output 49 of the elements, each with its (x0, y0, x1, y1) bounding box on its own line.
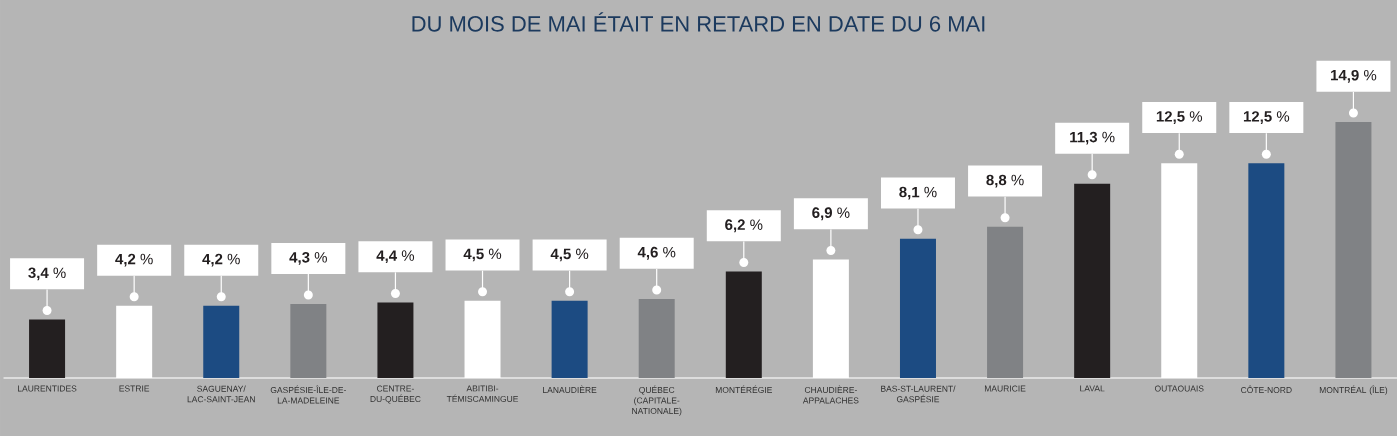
bar (377, 302, 414, 378)
data-label: 8,1 % (899, 186, 937, 200)
bar (987, 226, 1024, 378)
data-label: 11,3 % (1070, 131, 1115, 145)
bar (29, 319, 66, 378)
data-label: 4,2 % (115, 253, 153, 267)
x-tick-label: GASPÉSIE-ÎLE-DE-LA-MADELEINE (270, 385, 346, 404)
data-label: 6,9 % (812, 207, 850, 221)
data-label: 4,6 % (637, 246, 676, 260)
bar (203, 305, 240, 378)
data-label: 4,4 % (376, 250, 415, 264)
data-label: 4,3 % (289, 252, 327, 265)
x-tick-label: ESTRIE (119, 385, 150, 392)
chart-title: DU MOIS DE MAI ÉTAIT EN RETARD EN DATE DU 6 MAI (412, 12, 985, 32)
x-tick-label: ABITIBI-TÉMISCAMINGUE (446, 385, 519, 402)
x-tick-label: CÔTE-NORD (1241, 385, 1292, 394)
data-label: 4,5 % (550, 248, 589, 262)
x-tick-label: MAURICIE (984, 385, 1026, 392)
data-label: 4,5 % (463, 248, 502, 262)
data-label: 8,8 % (986, 174, 1024, 188)
bar (725, 271, 762, 378)
data-label: 3,4 % (28, 267, 66, 281)
x-tick-label: OUTAOUAIS (1154, 385, 1204, 392)
bar (1248, 163, 1285, 378)
data-label: 12,5 % (1243, 111, 1290, 124)
x-tick-label: LAVAL (1080, 385, 1105, 392)
bar (1335, 121, 1372, 378)
bar (812, 259, 849, 378)
bar (638, 298, 675, 378)
bar (899, 238, 936, 378)
x-tick-label: QUÉBEC (CAPITALE-NATIONALE) (632, 385, 682, 416)
bar (116, 305, 153, 378)
data-label: 12,5 % (1156, 111, 1203, 124)
bar (551, 300, 588, 378)
data-label: 14,9 % (1331, 69, 1377, 83)
bar (1074, 183, 1111, 378)
bar (1161, 163, 1198, 378)
data-label: 4,2 % (202, 253, 240, 267)
x-tick-label: LAURENTIDES (18, 385, 77, 392)
x-tick-label: CHAUDIÈRE-APPALACHES (802, 385, 859, 404)
bar (464, 300, 501, 378)
x-tick-label: BAS-ST-LAURENT/ GASPÉSIE (881, 385, 956, 403)
data-label: 6,2 % (725, 219, 763, 233)
x-tick-label: SAGUENAY/ LAC-SAINT-JEAN (187, 385, 255, 403)
x-tick-label: MONTÉRÉGIE (715, 385, 772, 393)
x-tick-label: CENTRE-DU-QUÉBEC (370, 385, 421, 404)
bar (290, 304, 327, 378)
x-tick-label: LANAUDIÈRE (543, 385, 597, 393)
x-tick-label: MONTRÉAL (ÎLE) (1319, 385, 1388, 395)
